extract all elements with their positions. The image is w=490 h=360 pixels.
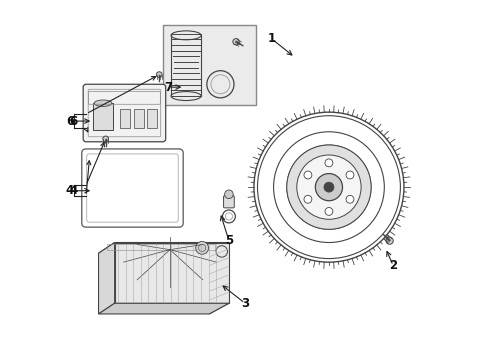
Circle shape [287, 145, 371, 229]
Text: 2: 2 [389, 259, 397, 272]
Bar [134, 109, 144, 128]
Circle shape [386, 237, 393, 244]
Text: 7: 7 [164, 81, 172, 94]
Circle shape [325, 207, 333, 215]
Text: 1: 1 [268, 32, 276, 45]
Bar [93, 103, 113, 130]
Polygon shape [98, 303, 229, 314]
Circle shape [156, 72, 162, 77]
Bar [163, 24, 256, 105]
Ellipse shape [94, 100, 112, 107]
Polygon shape [98, 243, 229, 253]
Circle shape [196, 242, 209, 254]
Circle shape [304, 195, 312, 203]
Circle shape [224, 190, 233, 199]
Circle shape [346, 195, 354, 203]
Circle shape [297, 155, 361, 219]
Circle shape [346, 171, 354, 179]
Bar [120, 109, 130, 128]
Circle shape [304, 171, 312, 179]
FancyBboxPatch shape [83, 84, 166, 142]
Bar [147, 109, 157, 128]
Text: 4: 4 [66, 184, 74, 197]
Polygon shape [98, 243, 115, 314]
Polygon shape [209, 243, 229, 314]
Text: 5: 5 [225, 234, 233, 247]
Text: 4: 4 [70, 184, 77, 197]
Circle shape [316, 174, 343, 201]
Circle shape [324, 182, 334, 192]
Circle shape [103, 136, 109, 142]
Circle shape [325, 159, 333, 167]
Text: 6: 6 [66, 114, 74, 127]
Polygon shape [115, 243, 229, 303]
Circle shape [233, 39, 239, 45]
Text: 3: 3 [241, 297, 249, 310]
FancyBboxPatch shape [223, 196, 234, 208]
Text: 6: 6 [70, 114, 77, 127]
